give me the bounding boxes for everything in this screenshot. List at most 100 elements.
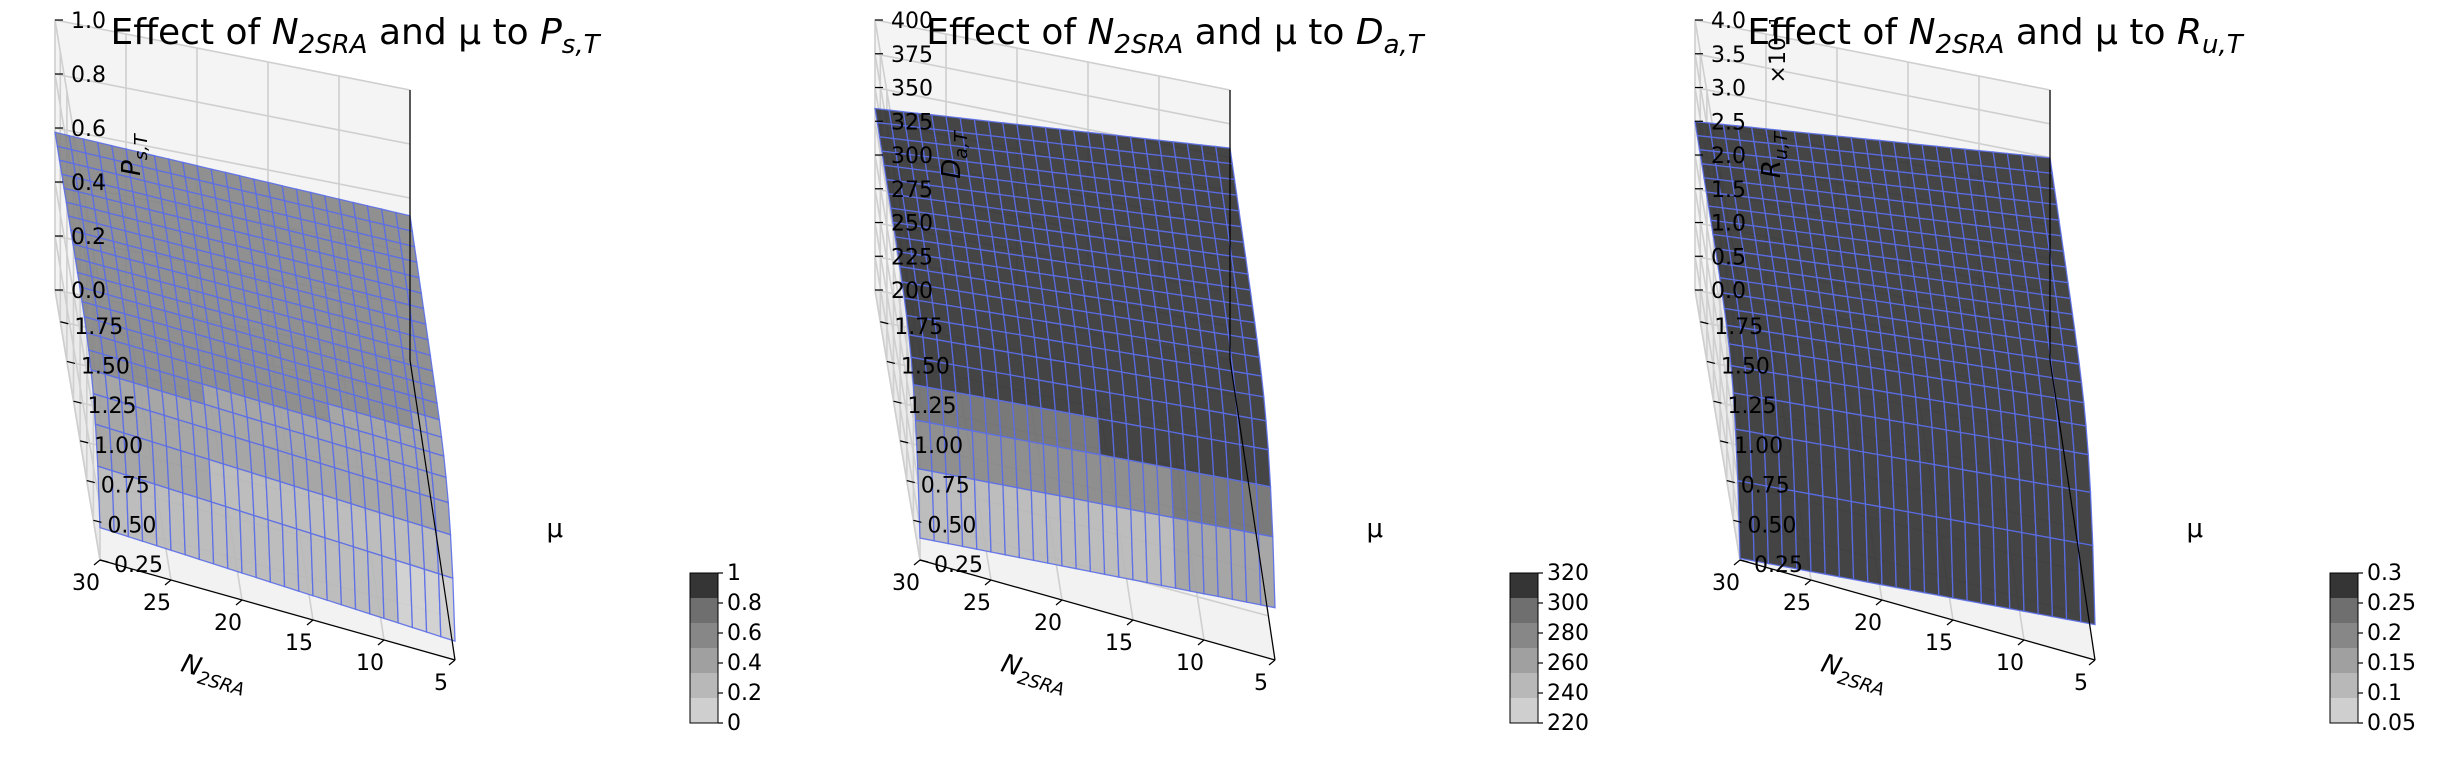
z-tick-label: 1.0: [71, 9, 106, 34]
z-axis-label: Ru,T: [1757, 130, 1792, 178]
x-tick-label: 20: [214, 611, 242, 636]
y-tick-label: 1.50: [81, 354, 130, 379]
chart-title: Effect of N2SRA and μ to Ru,T: [1747, 12, 2244, 60]
y-tick-mark: [66, 360, 76, 365]
y-tick-label: 1.75: [74, 315, 123, 340]
y-tick-mark: [60, 321, 69, 325]
y-tick-mark: [900, 440, 909, 444]
z-tick-label: 2.0: [1711, 144, 1746, 169]
chart-panel-3: 30 25 20 15 10 5 0.25 0.50 0.75 1.00 1.25 1.50 1.75 0…: [1694, 9, 2416, 736]
chart-panel-2: 30 25 20 15 10 5 0.25 0.50 0.75 1.00 1.25 1.50 1.75 2…: [874, 9, 1589, 736]
x-tick-label: 15: [285, 631, 313, 656]
x-tick-label: 5: [2074, 671, 2088, 696]
colorbar-band: [1510, 648, 1538, 673]
surface-cell: [2068, 399, 2087, 427]
colorbar-tick-label: 320: [1547, 561, 1589, 586]
colorbar-tick-label: 1: [727, 561, 741, 586]
z-tick-label: 3.0: [1711, 77, 1746, 102]
colorbar-frame: [689, 572, 719, 724]
surface-cell: [1251, 417, 1270, 451]
x-tick-mark: [913, 559, 921, 566]
x-axis-label: N2SRA: [1816, 649, 1890, 701]
z-tick-label: 0.8: [71, 63, 106, 88]
surface-cell: [2075, 489, 2094, 547]
surface-cell: [1244, 354, 1263, 377]
colorbar-band: [690, 698, 718, 723]
y-tick-mark: [886, 360, 896, 365]
y-tick-mark: [93, 519, 102, 523]
x-tick-mark: [1055, 599, 1063, 606]
y-tick-mark: [1713, 400, 1722, 404]
x-tick-mark: [2017, 639, 2025, 646]
x-tick-label: 15: [1105, 631, 1133, 656]
z-tick-label: 350: [891, 77, 933, 102]
colorbar: 0.05 0.1 0.15 0.2 0.25 0.3: [2329, 561, 2416, 736]
x-tick-mark: [2088, 659, 2096, 666]
y-axis-label: μ: [2186, 514, 2203, 544]
colorbar-tick-label: 0.15: [2367, 651, 2416, 676]
y-tick-label: 1.75: [894, 315, 943, 340]
colorbar-tick-label: 0.8: [727, 591, 762, 616]
colorbar: 220 240 260 280 300 320: [1509, 561, 1589, 736]
surface-cell: [2071, 422, 2090, 456]
z-tick-label: 200: [891, 279, 933, 304]
x-tick-label: 10: [356, 651, 384, 676]
z-tick-label: 225: [891, 245, 933, 270]
surface-cell: [2077, 542, 2096, 626]
x-tick-label: 30: [892, 571, 920, 596]
chart-title: Effect of N2SRA and μ to Ps,T: [110, 12, 601, 60]
y-tick-label: 0.75: [921, 474, 970, 499]
x-axis-line: [99, 559, 456, 661]
z-axis-multiplier: ×10⁻¹: [1766, 17, 1791, 84]
y-tick-label: 1.75: [1714, 315, 1763, 340]
colorbar-band: [690, 623, 718, 648]
x-tick-mark: [306, 619, 314, 626]
y-tick-label: 1.00: [94, 434, 143, 459]
z-tick-label: 0.2: [71, 225, 106, 250]
z-tick-label: 0.0: [1711, 279, 1746, 304]
x-axis-line: [1739, 559, 2096, 661]
x-tick-mark: [448, 659, 456, 666]
x-axis-label: N2SRA: [996, 649, 1070, 701]
colorbar-band: [690, 573, 718, 598]
y-tick-label: 0.25: [1754, 553, 1803, 578]
surface-cell: [1221, 192, 1240, 212]
x-tick-label: 30: [72, 571, 100, 596]
y-tick-mark: [1726, 480, 1735, 484]
y-tick-mark: [73, 400, 82, 404]
surface-cell: [1255, 483, 1274, 538]
colorbar-band: [690, 598, 718, 623]
y-tick-mark: [1733, 519, 1742, 523]
x-axis-label: N2SRA: [176, 649, 250, 701]
x-tick-label: 10: [1996, 651, 2024, 676]
colorbar-band: [2330, 698, 2358, 723]
x-tick-label: 30: [1712, 571, 1740, 596]
surface-cell: [1228, 239, 1247, 259]
z-tick-label: 0.5: [1711, 245, 1746, 270]
x-tick-mark: [1875, 599, 1883, 606]
y-axis-label: μ: [546, 514, 563, 544]
surface: [874, 107, 1276, 609]
z-tick-label: 375: [891, 43, 933, 68]
x-tick-label: 5: [434, 671, 448, 696]
y-tick-mark: [86, 480, 95, 484]
surface: [54, 131, 456, 642]
surface-cell: [2066, 379, 2085, 404]
x-axis-line: [919, 559, 1276, 661]
z-tick-label: 4.0: [1711, 9, 1746, 34]
y-tick-label: 1.50: [901, 354, 950, 379]
y-axis-line: [409, 359, 456, 661]
x-tick-label: 20: [1854, 611, 1882, 636]
y-tick-label: 0.75: [101, 474, 150, 499]
y-tick-mark: [919, 559, 929, 563]
y-tick-label: 1.25: [88, 394, 137, 419]
z-tick-label: 1.0: [1711, 212, 1746, 237]
surface-cell: [2039, 186, 2058, 206]
y-tick-mark: [1739, 559, 1749, 563]
colorbar-band: [1510, 573, 1538, 598]
surface-cell: [2064, 361, 2083, 384]
surface-cell: [1224, 208, 1243, 228]
x-tick-label: 25: [1783, 591, 1811, 616]
surface-cell: [2062, 344, 2081, 365]
